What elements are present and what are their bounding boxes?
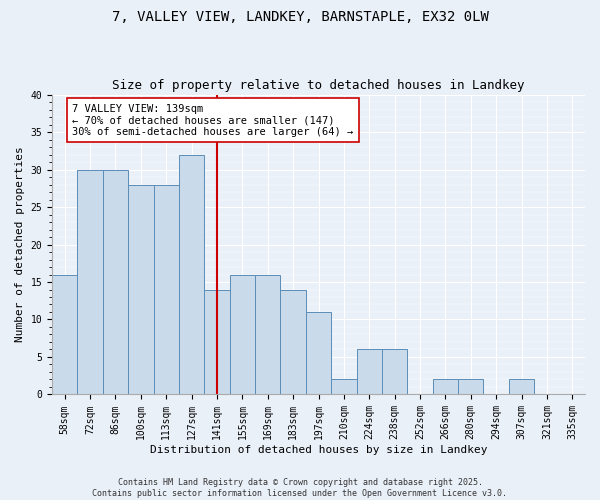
Bar [103, 170, 128, 394]
Bar [331, 380, 356, 394]
Text: 7, VALLEY VIEW, LANDKEY, BARNSTAPLE, EX32 0LW: 7, VALLEY VIEW, LANDKEY, BARNSTAPLE, EX3… [112, 10, 488, 24]
X-axis label: Distribution of detached houses by size in Landkey: Distribution of detached houses by size … [150, 445, 487, 455]
Bar [306, 312, 331, 394]
Bar [52, 274, 77, 394]
Bar [77, 170, 103, 394]
Bar [356, 350, 382, 395]
Bar [280, 290, 306, 395]
Y-axis label: Number of detached properties: Number of detached properties [15, 146, 25, 342]
Text: 7 VALLEY VIEW: 139sqm
← 70% of detached houses are smaller (147)
30% of semi-det: 7 VALLEY VIEW: 139sqm ← 70% of detached … [73, 104, 353, 137]
Bar [154, 184, 179, 394]
Text: Contains HM Land Registry data © Crown copyright and database right 2025.
Contai: Contains HM Land Registry data © Crown c… [92, 478, 508, 498]
Bar [458, 380, 484, 394]
Bar [433, 380, 458, 394]
Bar [205, 290, 230, 395]
Bar [128, 184, 154, 394]
Bar [230, 274, 255, 394]
Bar [509, 380, 534, 394]
Bar [179, 154, 205, 394]
Title: Size of property relative to detached houses in Landkey: Size of property relative to detached ho… [112, 79, 525, 92]
Bar [382, 350, 407, 395]
Bar [255, 274, 280, 394]
